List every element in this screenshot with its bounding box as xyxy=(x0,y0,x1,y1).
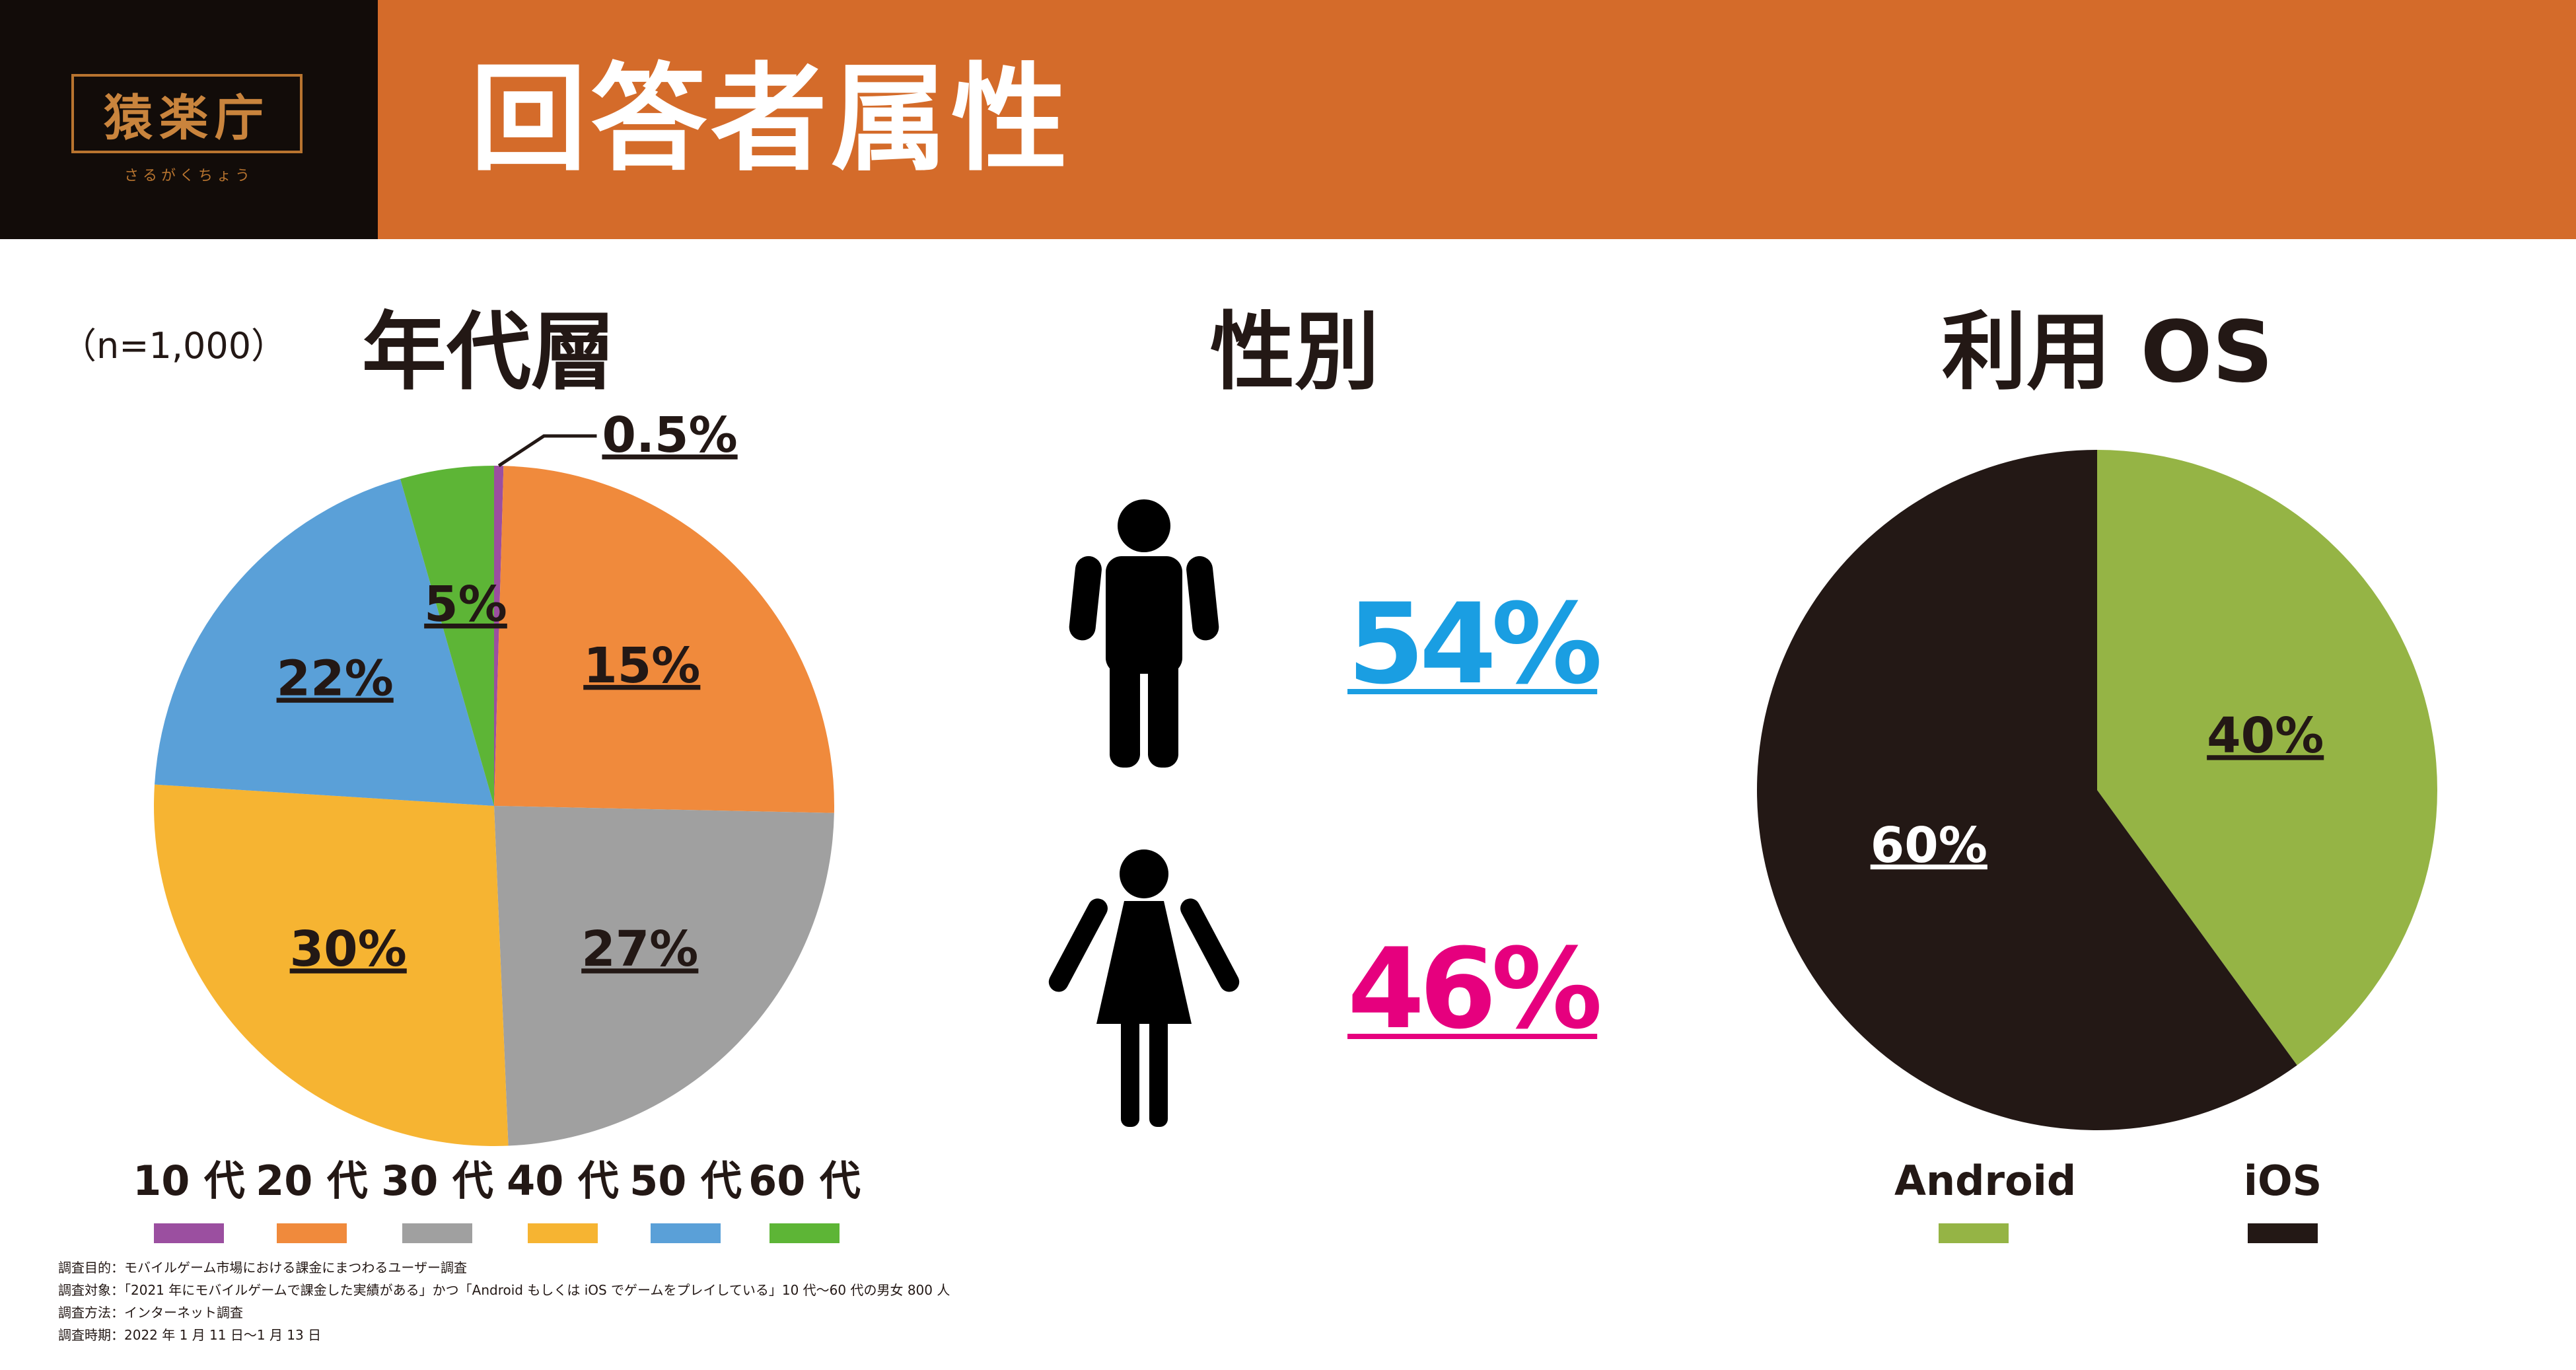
legend-label: 30 代 xyxy=(381,1157,493,1205)
slice-label: 15% xyxy=(583,637,700,694)
pie-slice-4 xyxy=(154,784,509,1146)
legend-label: 10 代 xyxy=(133,1157,245,1205)
note-line: 調査時期：2022 年 1 月 11 日〜1 月 13 日 xyxy=(58,1327,322,1343)
pie-slice-1 xyxy=(494,466,504,806)
logo-frame: 猿楽庁 xyxy=(71,74,303,153)
legend-swatch xyxy=(277,1223,347,1243)
logo-subtitle: さるがくちょう xyxy=(124,168,254,184)
legend-swatch xyxy=(1939,1223,2009,1243)
slice-label: 22% xyxy=(277,650,394,707)
woman-icon xyxy=(1048,849,1240,1127)
slice-label: 5% xyxy=(424,576,507,633)
female-percent: 46% xyxy=(1347,924,1602,1054)
legend-swatch xyxy=(528,1223,598,1243)
legend-label: 60 代 xyxy=(748,1157,861,1205)
slice-label: 60% xyxy=(1871,817,1987,874)
page-title: 回答者属性 xyxy=(470,52,1072,187)
man-icon xyxy=(1069,499,1219,768)
note-line: 調査方法：インターネット調査 xyxy=(58,1305,243,1320)
gender-title: 性別 xyxy=(1210,303,1380,402)
logo-text: 猿楽庁 xyxy=(104,89,270,147)
pie-slice-1 xyxy=(2097,450,2437,1065)
header-bar: 猿楽庁 さるがくちょう 回答者属性 xyxy=(0,0,2576,239)
pie-slice-5 xyxy=(155,478,494,806)
legend-swatch xyxy=(2248,1223,2318,1243)
sample-size: （n=1,000） xyxy=(61,325,287,367)
pie-slice-2 xyxy=(1757,450,2297,1130)
age-chart-title: 年代層 xyxy=(362,303,616,402)
survey-notes: 調査目的：モバイルゲーム市場における課金にまつわるユーザー調査 調査対象：「20… xyxy=(58,1256,950,1346)
os-chart-title: 利用 OS xyxy=(1942,303,2273,402)
note-line: 調査対象：「2021 年にモバイルゲームで課金した実績がある」かつ「Androi… xyxy=(58,1282,950,1298)
note-line: 調査目的：モバイルゲーム市場における課金にまつわるユーザー調査 xyxy=(58,1260,467,1276)
pie-slice-6 xyxy=(400,466,494,806)
slice-label: 27% xyxy=(581,921,698,978)
slice-label: 40% xyxy=(2207,707,2324,764)
leader-line xyxy=(497,434,597,468)
pie-slice-2 xyxy=(494,466,835,813)
pie-slice-3 xyxy=(494,806,834,1146)
male-percent: 54% xyxy=(1347,579,1602,709)
legend-swatch xyxy=(651,1223,721,1243)
legend-label: iOS xyxy=(2243,1157,2322,1205)
legend-label: 40 代 xyxy=(507,1157,619,1205)
legend-swatch xyxy=(402,1223,472,1243)
slice-label: 30% xyxy=(290,921,407,978)
os-pie-chart: 40% 60% xyxy=(1757,450,2437,1130)
legend-swatch xyxy=(769,1223,840,1243)
logo: 猿楽庁 さるがくちょう xyxy=(0,0,378,239)
legend-swatch xyxy=(154,1223,224,1243)
legend-label: 50 代 xyxy=(629,1157,742,1205)
legend-label: Android xyxy=(1894,1157,2077,1205)
legend-label: 20 代 xyxy=(256,1157,368,1205)
slice-label: 0.5% xyxy=(602,407,737,464)
age-pie-chart: 0.5% 15% 27% 30% 22% 5% xyxy=(154,407,835,1146)
